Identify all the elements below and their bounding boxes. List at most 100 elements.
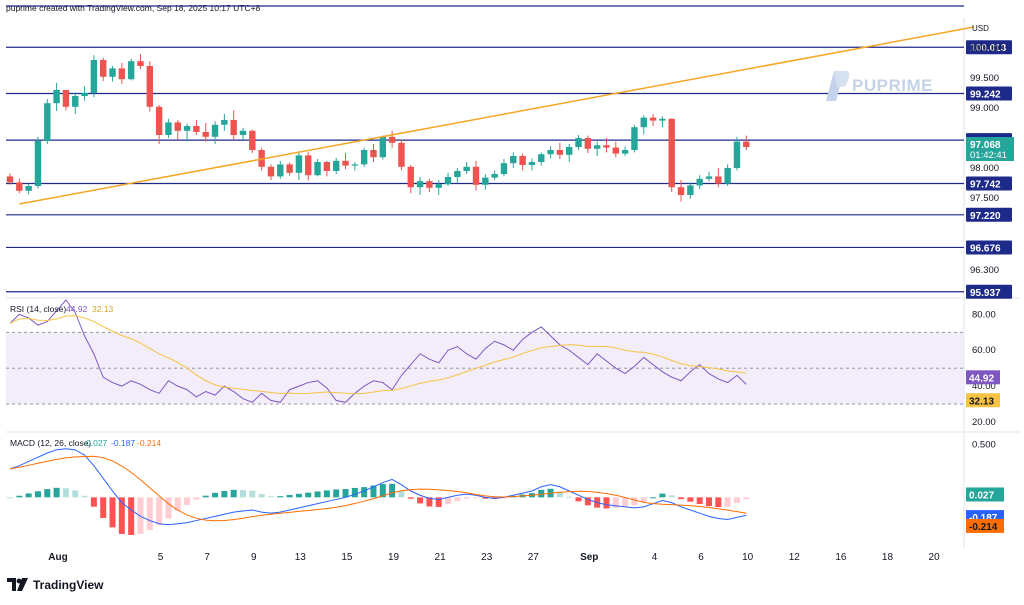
candle-body: [696, 178, 703, 186]
candle-body: [183, 126, 191, 131]
candle-body: [472, 166, 480, 185]
macd-hist-bar: [687, 497, 694, 502]
macd-hist-bar: [482, 497, 489, 499]
macd-hist-bar: [184, 497, 191, 505]
candle-body: [146, 66, 153, 107]
candle-body: [435, 184, 442, 188]
candle-body: [53, 90, 60, 104]
macd-hist-bar: [72, 490, 79, 498]
candle: [202, 123, 209, 142]
macd-badge: -0.214: [966, 518, 1004, 533]
level-label-bg: [966, 284, 1012, 299]
time-tick-label: 16: [835, 552, 847, 563]
trendline-line: [19, 26, 975, 205]
candle: [351, 162, 359, 171]
candle: [593, 141, 601, 156]
candle: [724, 164, 731, 186]
candle-body: [323, 162, 331, 171]
candle-body: [715, 176, 722, 184]
macd-hist-bar: [90, 497, 97, 507]
price-tick-label: 100.000: [970, 43, 1004, 54]
candle-body: [547, 150, 554, 155]
candle: [295, 151, 303, 180]
candle: [603, 138, 610, 153]
macd-hist-bar: [146, 497, 153, 531]
candle-body: [165, 122, 172, 135]
candle-body: [668, 118, 675, 188]
candle: [221, 114, 228, 131]
macd-hist-bar: [668, 495, 675, 498]
candle: [90, 55, 98, 98]
level-label-bg: [966, 240, 1012, 255]
level-label: 95.937: [966, 284, 1012, 299]
candle-body: [519, 156, 526, 165]
macd-hist-bar: [267, 496, 274, 498]
macd-signal-value: -0.187: [111, 438, 135, 448]
candle: [388, 130, 396, 148]
rsi-ma-badge-bg: [966, 393, 1000, 408]
watermark-text: PUPRIME: [852, 76, 933, 95]
candle: [575, 135, 582, 150]
candle: [398, 139, 405, 171]
candle: [584, 135, 592, 153]
price-tick-label: 96.300: [970, 265, 999, 276]
candle: [715, 168, 722, 188]
candle-body: [295, 155, 303, 173]
tradingview-brand[interactable]: TradingView: [7, 578, 103, 592]
candle: [612, 141, 619, 158]
macd-hist-bar: [118, 497, 125, 534]
candle-body: [528, 162, 536, 165]
candle: [696, 175, 703, 189]
macd-hist-bar: [379, 484, 386, 498]
candle-body: [25, 186, 32, 191]
candle: [72, 92, 79, 114]
macd-hist-bar: [221, 491, 228, 498]
macd-hist-bar: [659, 493, 666, 498]
candle: [528, 158, 536, 171]
candle-body: [426, 181, 433, 188]
macd-hist-bar: [230, 489, 237, 498]
candle-body: [370, 150, 377, 158]
candle-body: [267, 166, 275, 177]
candle-body: [16, 182, 23, 191]
candle: [370, 144, 377, 162]
macd-hist-bar: [212, 492, 219, 498]
macd-hist-bar: [44, 489, 51, 498]
macd-hist-bar: [109, 497, 116, 528]
candle: [314, 159, 321, 177]
candle-body: [444, 177, 452, 185]
macd-hist-bar: [463, 497, 470, 499]
level-label-text: 95.937: [970, 288, 1001, 299]
candle: [323, 160, 331, 177]
candle: [333, 157, 340, 174]
candle: [482, 174, 489, 190]
candle: [127, 58, 135, 81]
rsi-label: RSI (14, close): [10, 304, 66, 314]
candle: [566, 144, 573, 162]
macd-badge-bg: [966, 518, 1004, 533]
macd-hist-bar: [454, 497, 461, 502]
price-tick-label: 99.500: [970, 73, 999, 84]
macd-hist-bar: [584, 497, 591, 506]
macd-hist-bar: [640, 497, 647, 502]
candle-body: [659, 118, 666, 121]
candle: [277, 160, 284, 179]
candle-body: [360, 150, 368, 165]
macd-hist-bar: [137, 497, 144, 534]
rsi-value: 44.92: [66, 304, 88, 314]
macd-value: 0.027: [86, 438, 108, 448]
time-tick-label: 6: [698, 552, 704, 563]
candle-body: [491, 174, 498, 178]
candle-body: [705, 176, 713, 179]
rsi-ma-value: 32.13: [92, 304, 114, 314]
macd-badge-text: -0.187: [969, 513, 998, 524]
candle-body: [687, 185, 694, 195]
macd-hist-bar: [128, 497, 135, 535]
macd-hist-bar: [249, 490, 256, 498]
macd-hist-bar: [25, 493, 32, 498]
macd-hist-bar: [538, 489, 545, 498]
macd-hist-bar: [603, 497, 610, 509]
macd-hist-bar: [277, 496, 284, 498]
candle-body: [463, 166, 470, 171]
